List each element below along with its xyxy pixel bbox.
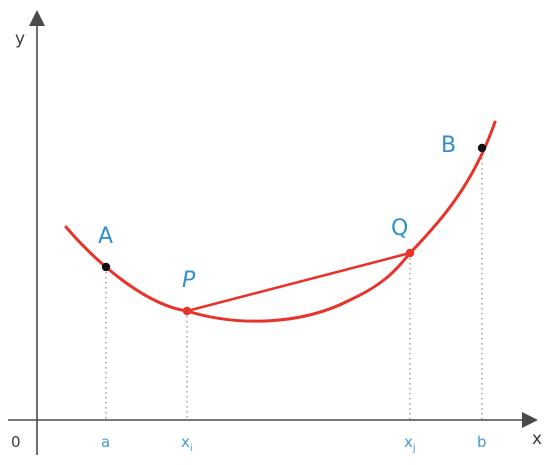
point-q-marker xyxy=(406,249,414,257)
tick-label-xj-subscript: j xyxy=(412,443,416,454)
tick-label-xi-subscript: i xyxy=(190,443,193,454)
point-p-label: P xyxy=(182,268,196,293)
tick-label-xj: xj xyxy=(404,433,416,454)
point-q-label: Q xyxy=(391,216,408,241)
tick-label-xi-base: x xyxy=(181,433,190,451)
point-p-marker xyxy=(183,307,191,315)
point-a-label: A xyxy=(98,224,113,249)
chord-pq xyxy=(187,253,410,311)
point-a-marker xyxy=(102,263,110,271)
point-b-marker xyxy=(478,144,486,152)
tick-label-a: a xyxy=(101,433,110,451)
point-b-label: B xyxy=(441,133,456,158)
x-axis-label: x xyxy=(532,429,542,449)
tick-label-b: b xyxy=(477,433,487,451)
tick-label-xj-base: x xyxy=(404,433,413,451)
tick-label-xi: xi xyxy=(181,433,193,454)
origin-label: 0 xyxy=(11,433,21,451)
y-axis-label: y xyxy=(15,29,25,49)
function-curve xyxy=(66,122,495,321)
